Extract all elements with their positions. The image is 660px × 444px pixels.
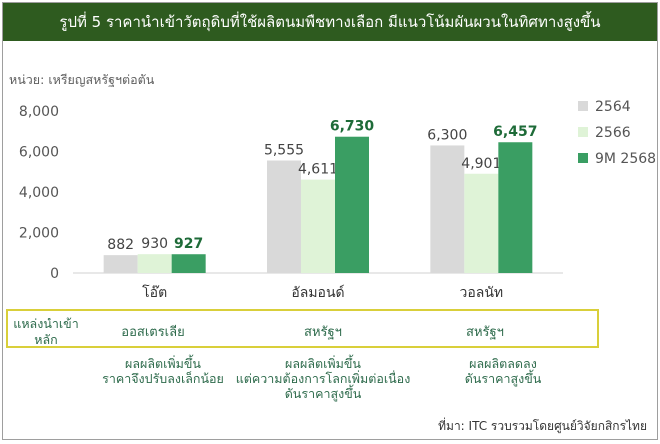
data-label: 5,555 <box>264 143 304 159</box>
bar <box>301 179 335 273</box>
note-almond-line-3: ดันราคาสูงขึ้น <box>284 386 362 401</box>
bar <box>267 160 301 273</box>
footer-source: ที่มา: ITC รวบรวมโดยศูนย์วิจัยกสิกรไทย <box>438 419 647 433</box>
bar-chart: 0 2,000 4,000 6,000 8,000 882 930 927 โอ๊ต 5,555 4… <box>19 99 656 301</box>
legend-swatch <box>578 127 588 137</box>
note-almond-line-1: ผลผลิตเพิ่มขึ้น <box>285 356 361 371</box>
bar <box>430 145 465 273</box>
note-oat-line-2: ราคาจึงปรับลงเล็กน้อย <box>102 371 224 386</box>
note-almond: ผลผลิตเพิ่มขึ้น แต่ความต้องการโลกเพิ่มต่… <box>223 356 423 401</box>
note-oat: ผลผลิตเพิ่มขึ้น ราคาจึงปรับลงเล็กน้อย <box>63 356 263 386</box>
legend-swatch <box>578 153 588 163</box>
legend-label: 2564 <box>595 99 631 115</box>
bar <box>137 254 172 273</box>
bar <box>103 255 138 273</box>
note-walnut: ผลผลิตลดลง ดันราคาสูงขึ้น <box>423 356 583 386</box>
note-oat-line-1: ผลผลิตเพิ่มขึ้น <box>125 356 201 371</box>
y-tick-label: 4,000 <box>19 185 59 201</box>
import-source-almond: สหรัฐฯ <box>304 325 342 340</box>
import-source-walnut: สหรัฐฯ <box>466 325 504 340</box>
note-walnut-line-2: ดันราคาสูงขึ้น <box>464 371 542 386</box>
bar <box>171 254 206 273</box>
category-label: วอลนัท <box>460 285 504 301</box>
legend-label: 9M 2568 <box>595 151 656 167</box>
import-source-oat: ออสเตรเลีย <box>121 325 185 340</box>
category-label: อัลมอนด์ <box>291 284 344 301</box>
note-walnut-line-1: ผลผลิตลดลง <box>469 356 537 371</box>
data-label: 927 <box>174 236 203 252</box>
y-tick-label: 8,000 <box>19 104 59 120</box>
data-label: 6,457 <box>493 124 537 140</box>
data-label: 882 <box>107 237 134 253</box>
data-label: 6,300 <box>427 127 467 143</box>
bar <box>498 142 533 273</box>
legend-label: 2566 <box>595 125 631 141</box>
data-label: 930 <box>141 236 168 252</box>
data-label: 4,611 <box>298 162 338 178</box>
bar <box>335 136 369 273</box>
unit-label: หน่วย: เหรียญสหรัฐฯต่อตัน <box>9 72 155 87</box>
import-source-title: แหล่งนำเข้าหลัก <box>13 316 79 347</box>
legend-swatch <box>578 101 588 111</box>
category-label: โอ๊ต <box>142 284 167 301</box>
y-tick-label: 6,000 <box>19 145 59 161</box>
bar <box>464 173 499 273</box>
note-almond-line-2: แต่ความต้องการโลกเพิ่มต่อเนื่อง <box>235 371 411 386</box>
title-bar: รูปที่ 5 ราคานำเข้าวัตถุดิบที่ใช้ผลิตนมพ… <box>3 3 657 41</box>
data-label: 6,730 <box>330 119 375 135</box>
y-tick-label: 0 <box>50 266 59 282</box>
data-label: 4,901 <box>461 156 501 172</box>
chart-title: รูปที่ 5 ราคานำเข้าวัตถุดิบที่ใช้ผลิตนมพ… <box>59 13 601 31</box>
y-tick-label: 2,000 <box>19 226 59 242</box>
import-source-box <box>6 309 599 348</box>
